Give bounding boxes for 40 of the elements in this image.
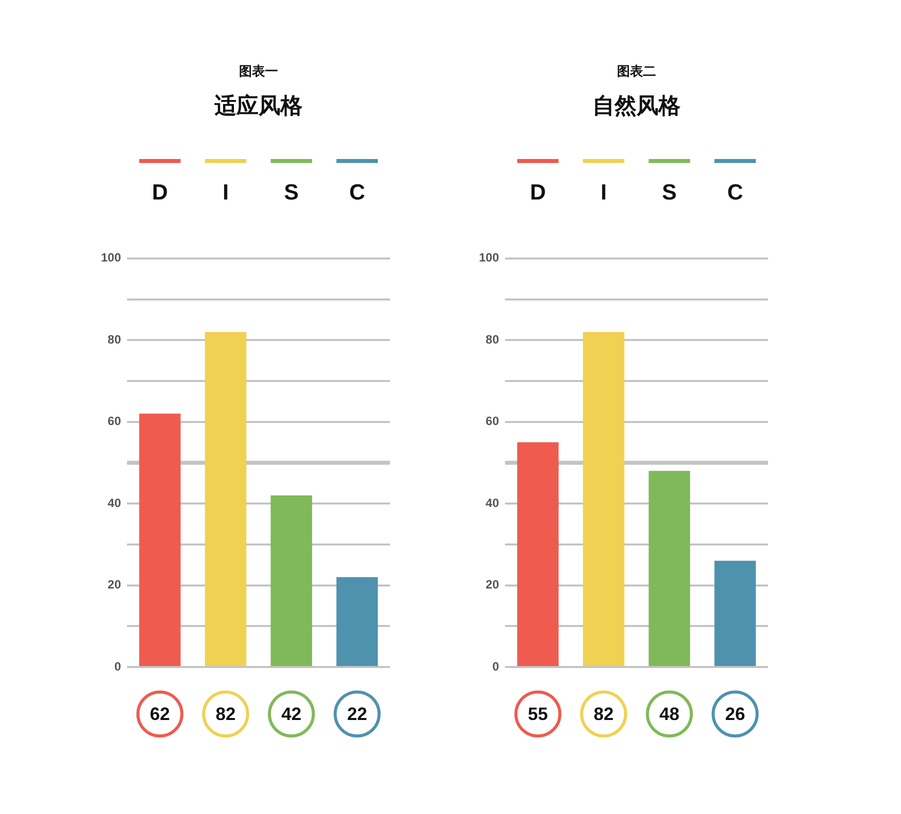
x-tick-label: I	[600, 179, 607, 204]
y-tick-label: 0	[114, 659, 122, 674]
x-tick-label: I	[222, 179, 229, 204]
chart-subtitle: 适应风格	[214, 93, 304, 118]
data-label: 55	[528, 704, 548, 724]
bar	[648, 470, 690, 666]
y-tick-label: 60	[108, 414, 122, 428]
bar	[517, 442, 559, 666]
x-tick-label: C	[727, 179, 744, 204]
y-tick-label: 100	[100, 250, 122, 265]
data-label: 82	[594, 704, 614, 724]
data-label: 42	[281, 704, 302, 724]
bar	[582, 332, 624, 666]
y-tick-label: 40	[486, 496, 500, 510]
x-tick-label: D	[530, 179, 546, 204]
x-tick-label: D	[152, 179, 168, 204]
y-tick-label: 80	[486, 332, 500, 346]
data-label: 82	[216, 704, 236, 724]
data-label: 26	[725, 704, 746, 724]
y-tick-label: 20	[108, 578, 122, 592]
bar	[336, 577, 378, 666]
y-tick-label: 40	[108, 496, 122, 510]
y-tick-label: 20	[486, 578, 500, 592]
chart-title: 图表二	[617, 64, 656, 79]
x-tick-label: S	[284, 179, 299, 204]
x-tick-label: C	[349, 179, 366, 204]
data-label: 62	[150, 704, 170, 724]
y-tick-label: 100	[478, 250, 500, 265]
y-tick-label: 80	[108, 332, 122, 346]
data-label: 48	[659, 704, 680, 724]
bar	[139, 414, 181, 666]
chart-title: 图表一	[239, 64, 278, 79]
x-tick-label: S	[662, 179, 677, 204]
y-tick-label: 60	[486, 414, 500, 428]
bar	[714, 560, 756, 666]
data-label: 22	[347, 704, 368, 724]
bar	[204, 332, 246, 666]
chart-subtitle: 自然风格	[592, 93, 682, 118]
y-tick-label: 0	[492, 659, 500, 674]
bar	[270, 495, 312, 666]
